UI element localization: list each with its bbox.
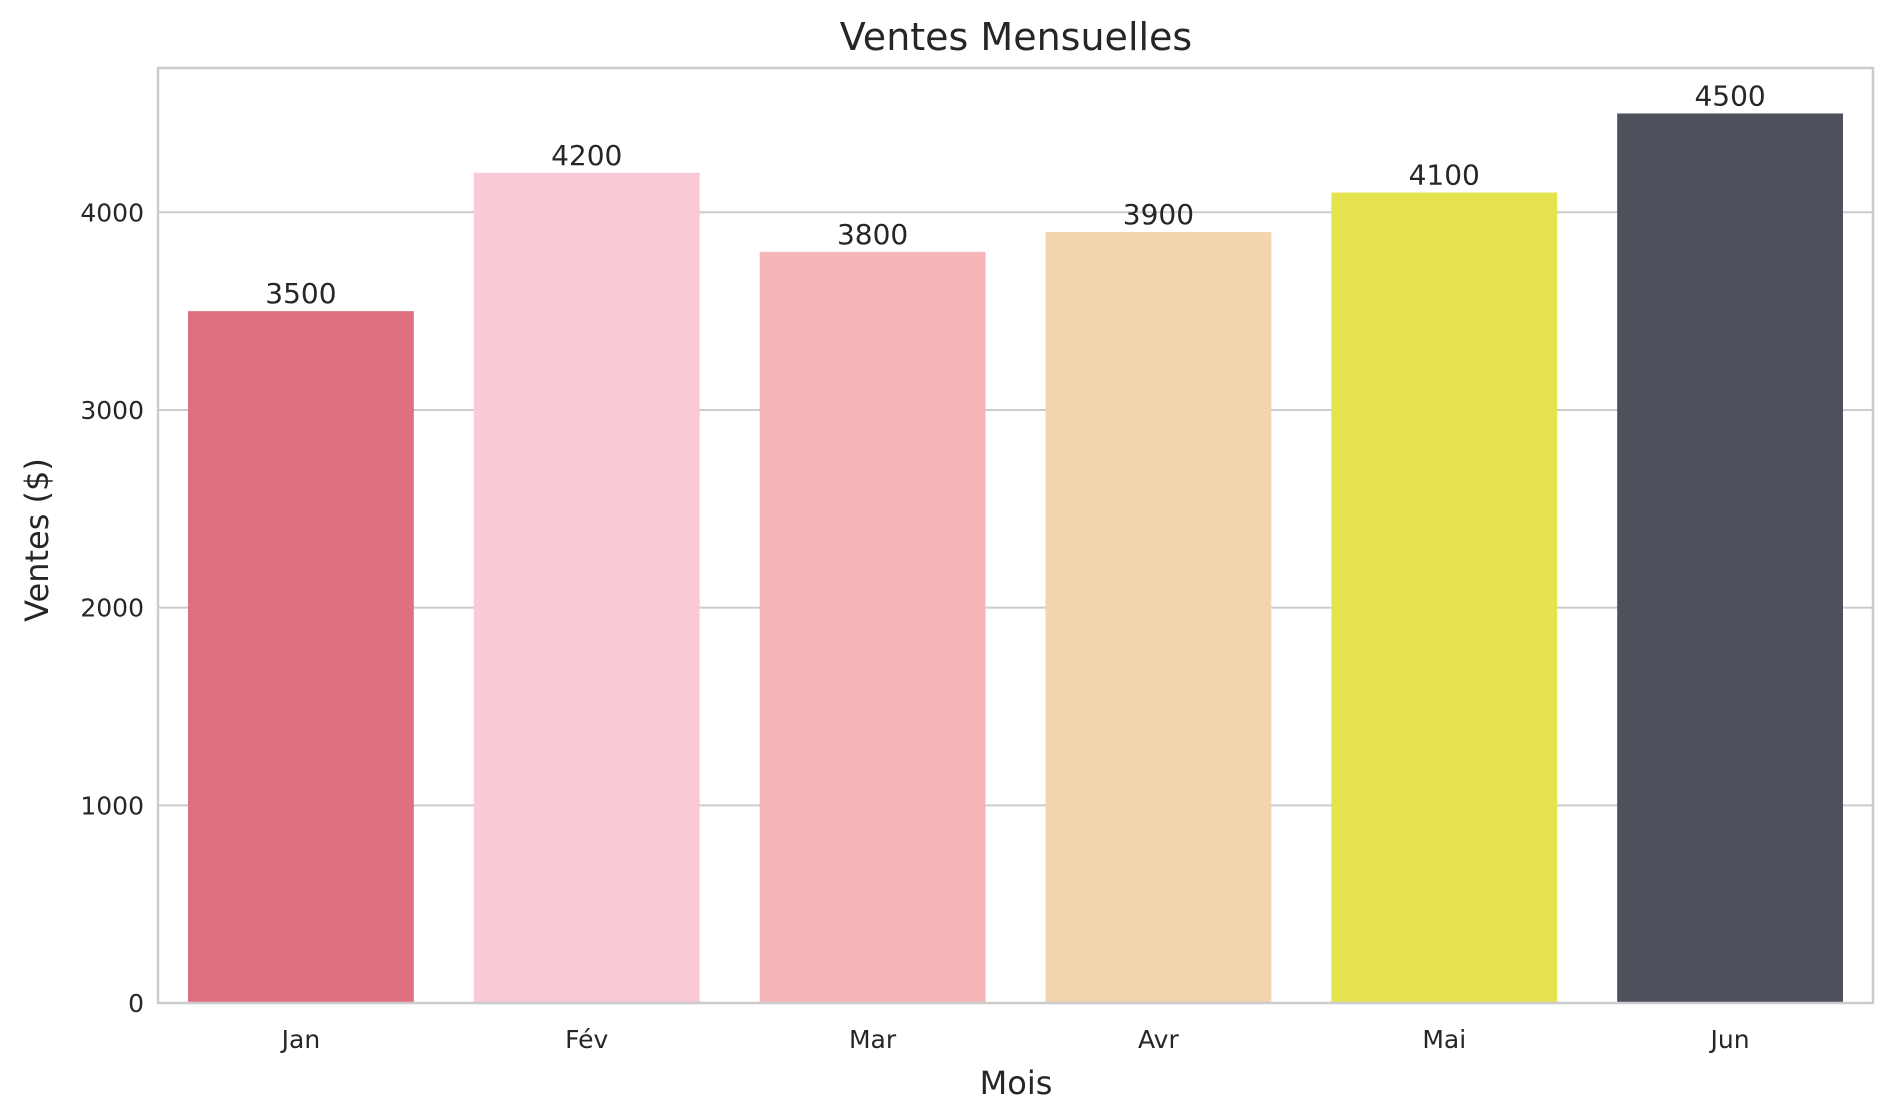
bar-6	[1617, 113, 1843, 1004]
x-tick-label-5: Mai	[1422, 1025, 1466, 1054]
x-tick-label-6: Jun	[1709, 1025, 1750, 1054]
x-axis-label: Mois	[980, 1064, 1053, 1102]
y-tick-label: 1000	[80, 791, 144, 820]
bar-3	[759, 251, 986, 1003]
data-label-2: 4200	[551, 139, 622, 172]
plot-frame	[156, 66, 1875, 1005]
y-tick-label: 0	[128, 989, 144, 1018]
data-label-3: 3800	[837, 218, 908, 251]
x-tick-label-1: Jan	[280, 1025, 321, 1054]
data-label-1: 3500	[265, 277, 336, 310]
x-tick-label-4: Avr	[1138, 1025, 1179, 1054]
data-label-5: 4100	[1409, 159, 1480, 192]
y-axis-ticks: 0 1000 2000 3000 4000	[80, 198, 144, 1018]
bars	[188, 113, 1843, 1004]
bar-1	[188, 311, 414, 1003]
y-tick-label: 3000	[80, 396, 144, 425]
bar-4	[1045, 232, 1272, 1003]
data-labels: 3500 4200 3800 3900 4100 4500	[265, 79, 1765, 310]
x-tick-label-2: Fév	[565, 1025, 608, 1054]
x-axis-ticks: Jan Fév Mar Avr Mai Jun	[280, 1025, 1750, 1054]
grid-lines	[158, 211, 1873, 807]
data-label-6: 4500	[1694, 79, 1765, 112]
y-tick-label: 2000	[80, 594, 144, 623]
data-label-4: 3900	[1123, 198, 1194, 231]
bar-5	[1331, 192, 1558, 1003]
y-axis-label: Ventes ($)	[18, 458, 56, 622]
y-tick-label: 4000	[80, 198, 144, 227]
chart-title: Ventes Mensuelles	[840, 15, 1192, 59]
x-tick-label-3: Mar	[849, 1025, 897, 1054]
bar-2	[473, 172, 700, 1003]
